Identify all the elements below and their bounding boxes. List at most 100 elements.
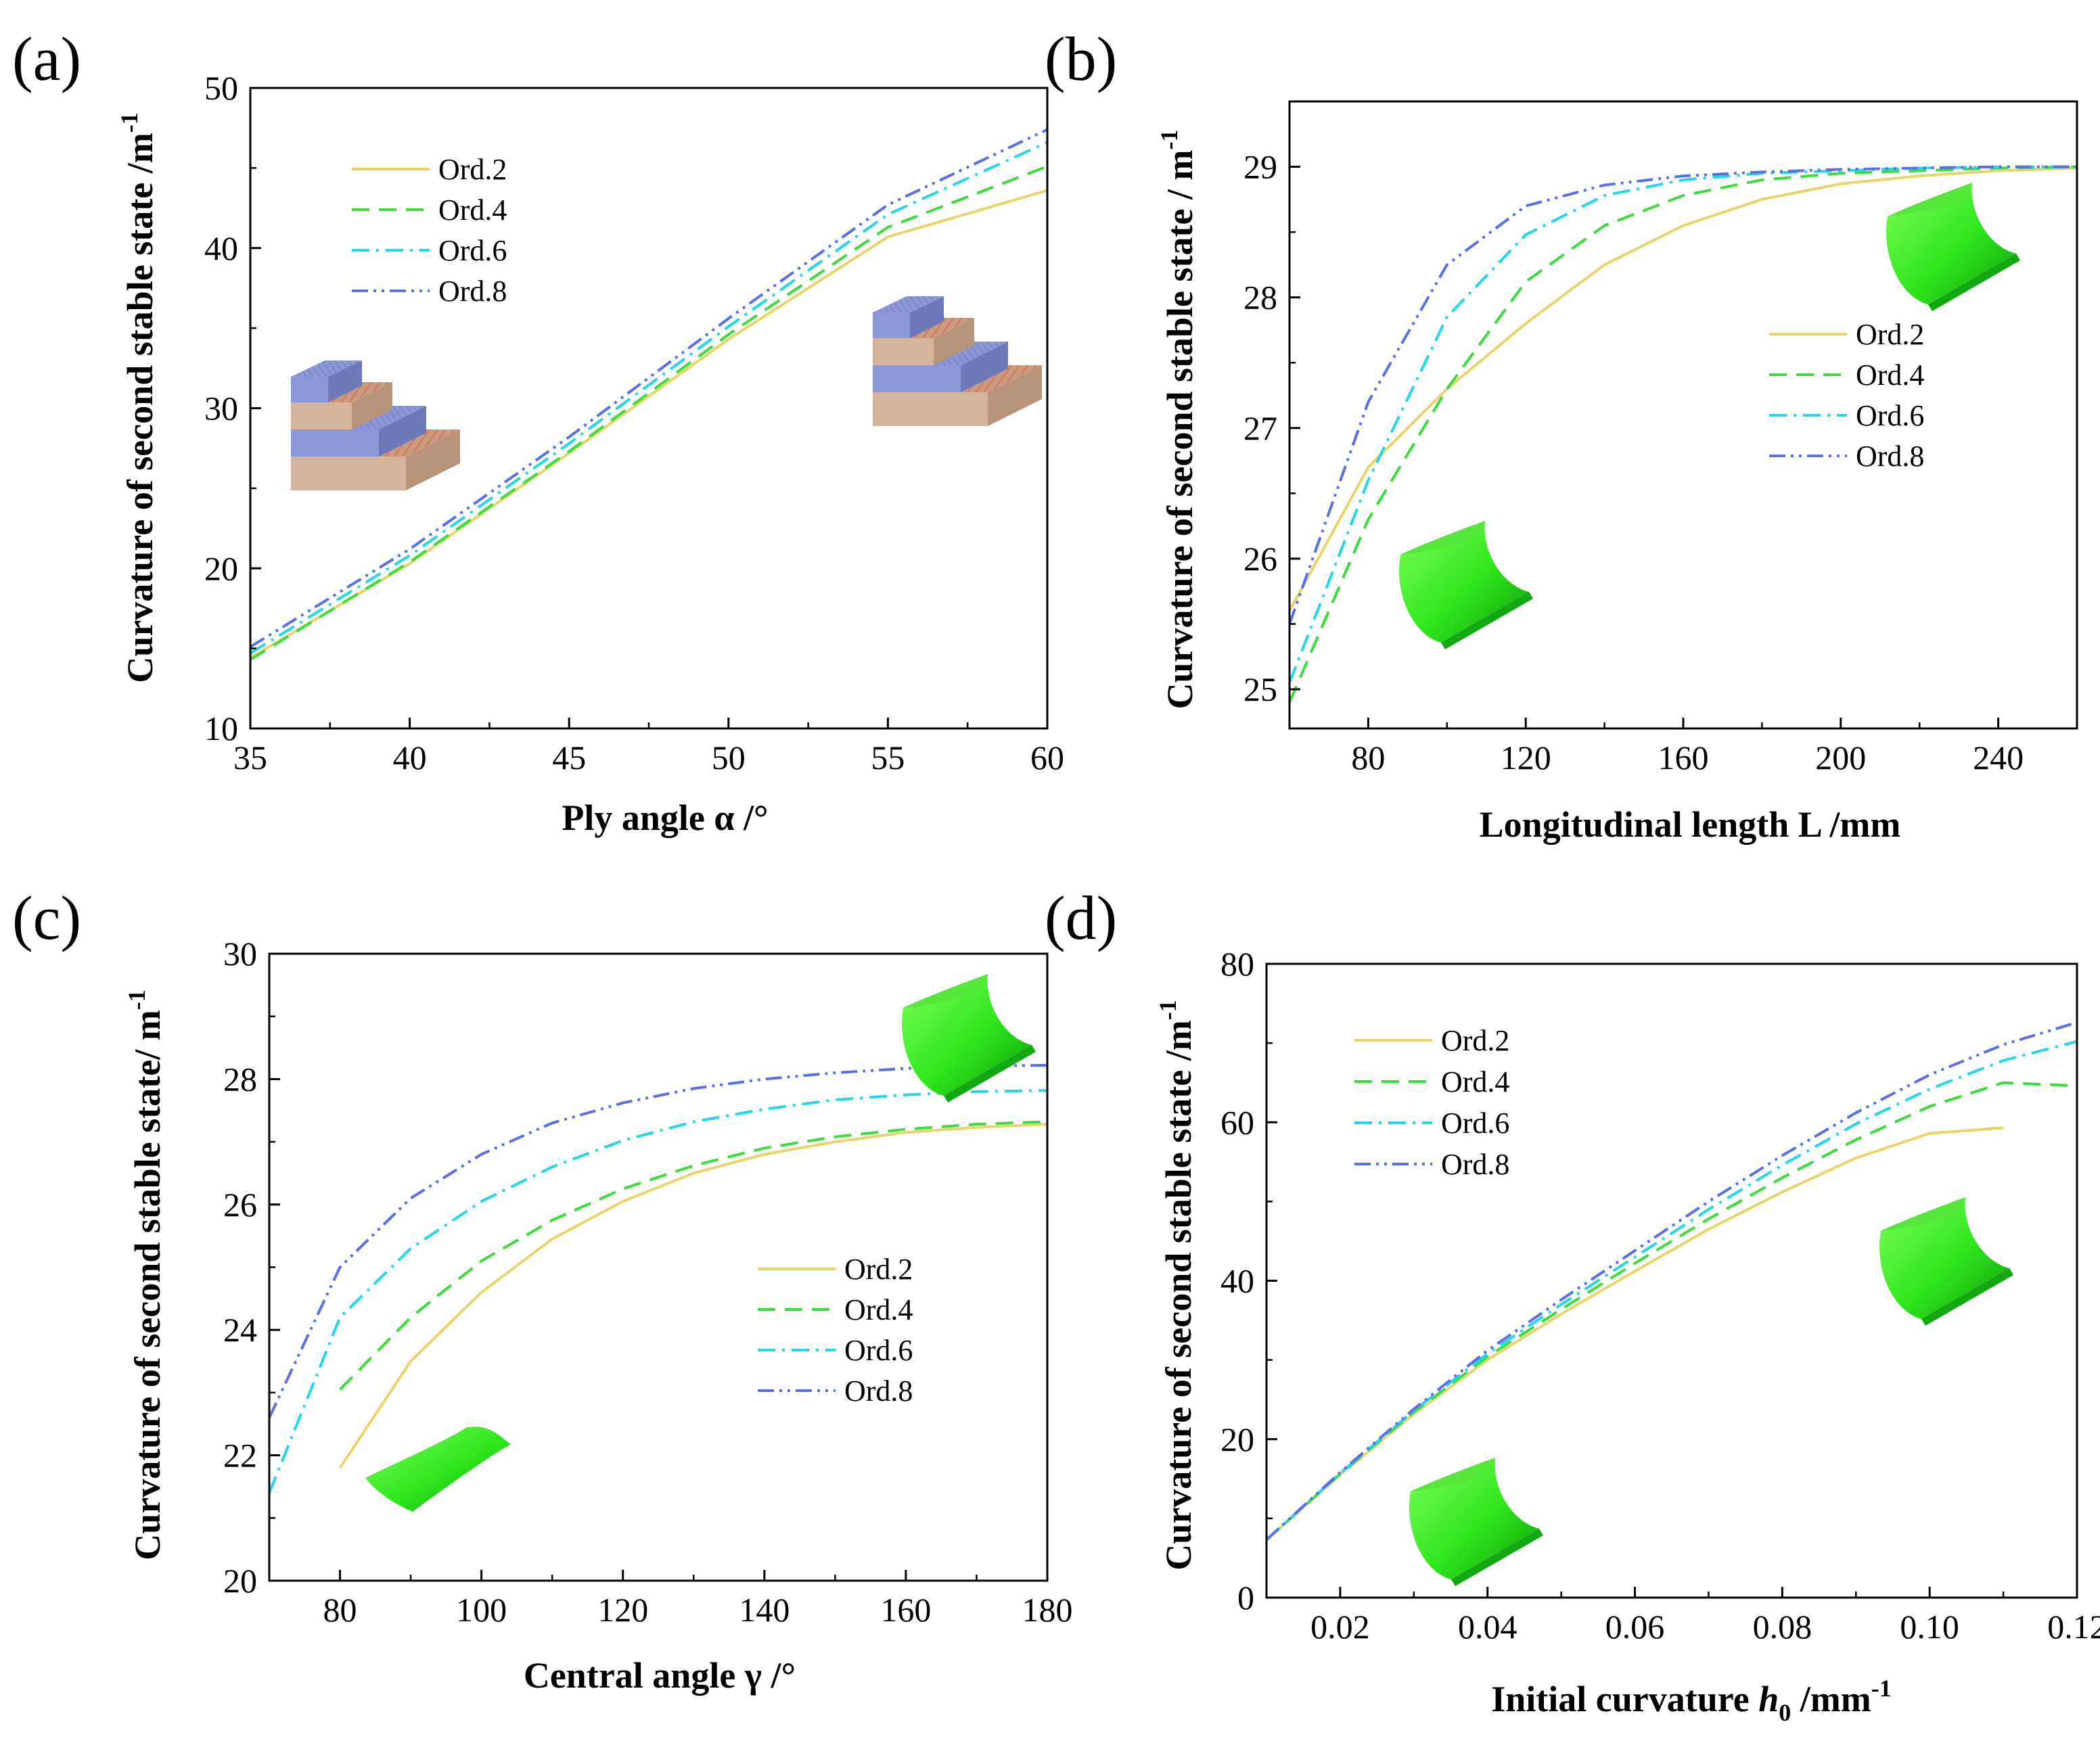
legend-label: Ord.4 — [844, 1293, 913, 1326]
series-line-ord2 — [250, 189, 1047, 659]
panel-label-a: (a) — [12, 24, 81, 93]
y-tick-label: 26 — [1243, 540, 1277, 578]
series-line-ord4 — [1266, 1081, 2077, 1541]
x-axis-title-a: Ply angle α /° — [562, 797, 768, 838]
shell-inset-icon — [1409, 1458, 1543, 1586]
x-axis-title-d-main: Initial curvature — [1491, 1679, 1758, 1719]
x-tick-label: 0.08 — [1753, 1608, 1812, 1646]
series-line-ord8 — [250, 128, 1047, 649]
legend-label: Ord.2 — [1441, 1024, 1509, 1057]
y-tick-label: 22 — [223, 1437, 257, 1475]
x-tick-label: 0.04 — [1458, 1608, 1517, 1646]
x-axis-title-d-sup: -1 — [1871, 1675, 1892, 1702]
y-axis-title-c-main: Curvature of second stable state/ m — [127, 1010, 168, 1560]
x-axis-title-b: Longitudinal length L /mm — [1480, 804, 1901, 845]
x-tick-label: 0.02 — [1310, 1608, 1370, 1646]
y-axis-title-d-main: Curvature of second stable state /m — [1158, 1020, 1199, 1570]
legend-label: Ord.2 — [844, 1253, 913, 1286]
y-axis-title-a-main: Curvature of second stable state /m — [120, 133, 160, 682]
shell-inset-icon — [365, 1426, 511, 1512]
plot-area-d: 0.02 0.04 0.06 0.08 0.10 0.12020406080Ord.2Or… — [1220, 945, 2100, 1646]
series-group — [1289, 165, 2077, 703]
x-tick-label: 100 — [456, 1591, 507, 1629]
y-tick-label: 40 — [204, 229, 238, 267]
series-line-ord6 — [1266, 1040, 2077, 1541]
x-tick-label: 45 — [552, 739, 586, 776]
y-tick-label: 24 — [223, 1311, 257, 1349]
panel-label-d: (d) — [1045, 883, 1117, 952]
legend-label: Ord.2 — [438, 153, 507, 186]
y-tick-label: 26 — [223, 1186, 257, 1224]
shell-inset-icon — [1879, 1197, 2013, 1326]
series-line-ord4 — [250, 165, 1047, 661]
series-line-ord2 — [1266, 1126, 2004, 1541]
x-tick-label: 35 — [233, 739, 267, 776]
panel-d: (d) 0.02 0.04 0.06 0.08 0.10 0.12 0 20 40 60 80 Ord… — [1045, 883, 2100, 1726]
y-tick-label: 28 — [223, 1060, 257, 1098]
y-axis-title-a-sup: -1 — [116, 112, 143, 133]
laminate-inset-icon — [291, 361, 460, 490]
panel-c: (c) 80 100 120 140 160 180202224262830Ord.2Or… — [12, 883, 1073, 1696]
series-group — [269, 1064, 1047, 1493]
legend: Ord.2 Ord.4 Ord.6 Ord.8 — [1769, 318, 1924, 473]
laminate-inset-icon — [873, 296, 1042, 426]
y-tick-label: 30 — [204, 390, 238, 427]
legend-label: Ord.2 — [1856, 318, 1924, 351]
x-tick-label: 40 — [393, 739, 427, 776]
y-axis-title-b-sup: -1 — [1156, 130, 1183, 150]
series-line-ord6 — [250, 141, 1047, 655]
x-tick-label: 160 — [880, 1591, 931, 1629]
y-tick-label: 60 — [1220, 1103, 1254, 1141]
series-line-ord4 — [339, 1120, 1047, 1391]
x-tick-label: 0.12 — [2047, 1608, 2100, 1646]
x-tick-label: 0.06 — [1605, 1608, 1665, 1646]
series-line-ord2 — [338, 1123, 1047, 1469]
plot-area-c: 80 100 120 140 160 180202224262830Ord.2Ord.4O… — [223, 935, 1073, 1629]
y-tick-label: 27 — [1243, 409, 1277, 447]
legend-label: Ord.8 — [1441, 1148, 1509, 1181]
x-axis-title-c: Central angle γ /° — [524, 1655, 796, 1696]
x-tick-label: 60 — [1030, 739, 1064, 776]
shell-inset-icon — [902, 974, 1036, 1102]
y-axis-title-c-sup: -1 — [123, 990, 150, 1010]
series-line-ord8 — [1266, 1021, 2077, 1541]
y-axis-title-c: Curvature of second stable state/ m-1 — [123, 990, 168, 1560]
y-tick-label: 30 — [223, 935, 257, 973]
legend-label: Ord.6 — [1856, 399, 1924, 432]
x-axis-title-d: Initial curvature h0 /mm-1 — [1491, 1675, 1892, 1726]
plot-area-b: 80 120 160 200 2402526272829Ord.2Ord.4Ord.6O… — [1243, 100, 2078, 776]
panel-label-c: (c) — [12, 883, 81, 952]
x-tick-label: 80 — [323, 1591, 357, 1629]
legend: Ord.2 Ord.4 Ord.6 Ord.8 — [758, 1253, 913, 1408]
panel-a: (a) 35 40 45 50 55 601020304050Ord.2Ord.4Ord.… — [12, 24, 1064, 838]
series-line-ord4 — [1289, 165, 2077, 703]
y-tick-label: 28 — [1243, 279, 1277, 317]
y-tick-label: 0 — [1237, 1579, 1254, 1617]
series-group — [1266, 1021, 2077, 1541]
series-line-ord8 — [1289, 165, 2077, 625]
shell-inset-icon — [1399, 521, 1533, 649]
x-tick-label: 50 — [712, 739, 746, 776]
x-tick-label: 140 — [739, 1591, 790, 1629]
y-axis-title-d: Curvature of second stable state /m-1 — [1154, 1000, 1199, 1570]
y-tick-label: 10 — [204, 710, 238, 747]
series-line-ord2 — [1289, 166, 2077, 612]
x-tick-label: 120 — [1501, 739, 1551, 776]
legend-label: Ord.4 — [438, 193, 507, 227]
x-tick-label: 120 — [597, 1591, 648, 1629]
legend-label: Ord.6 — [438, 234, 507, 267]
x-axis-title-d-var: h — [1758, 1679, 1779, 1719]
x-tick-label: 80 — [1351, 739, 1385, 776]
y-tick-label: 20 — [223, 1562, 257, 1600]
y-axis-title-a: Curvature of second stable state /m-1 — [116, 112, 160, 682]
x-axis-title-d-unit: /mm — [1791, 1679, 1871, 1719]
y-tick-label: 25 — [1243, 670, 1277, 708]
legend-label: Ord.8 — [844, 1374, 913, 1408]
panel-b: (b) 80 120 160 200 2402526272829Ord.2Ord.4Or… — [1045, 24, 2078, 845]
legend-label: Ord.6 — [1441, 1107, 1509, 1140]
y-tick-label: 20 — [1220, 1420, 1254, 1458]
series-line-ord6 — [1289, 165, 2077, 684]
x-axis-title-d-sub: 0 — [1779, 1699, 1791, 1726]
x-tick-label: 200 — [1815, 739, 1866, 776]
